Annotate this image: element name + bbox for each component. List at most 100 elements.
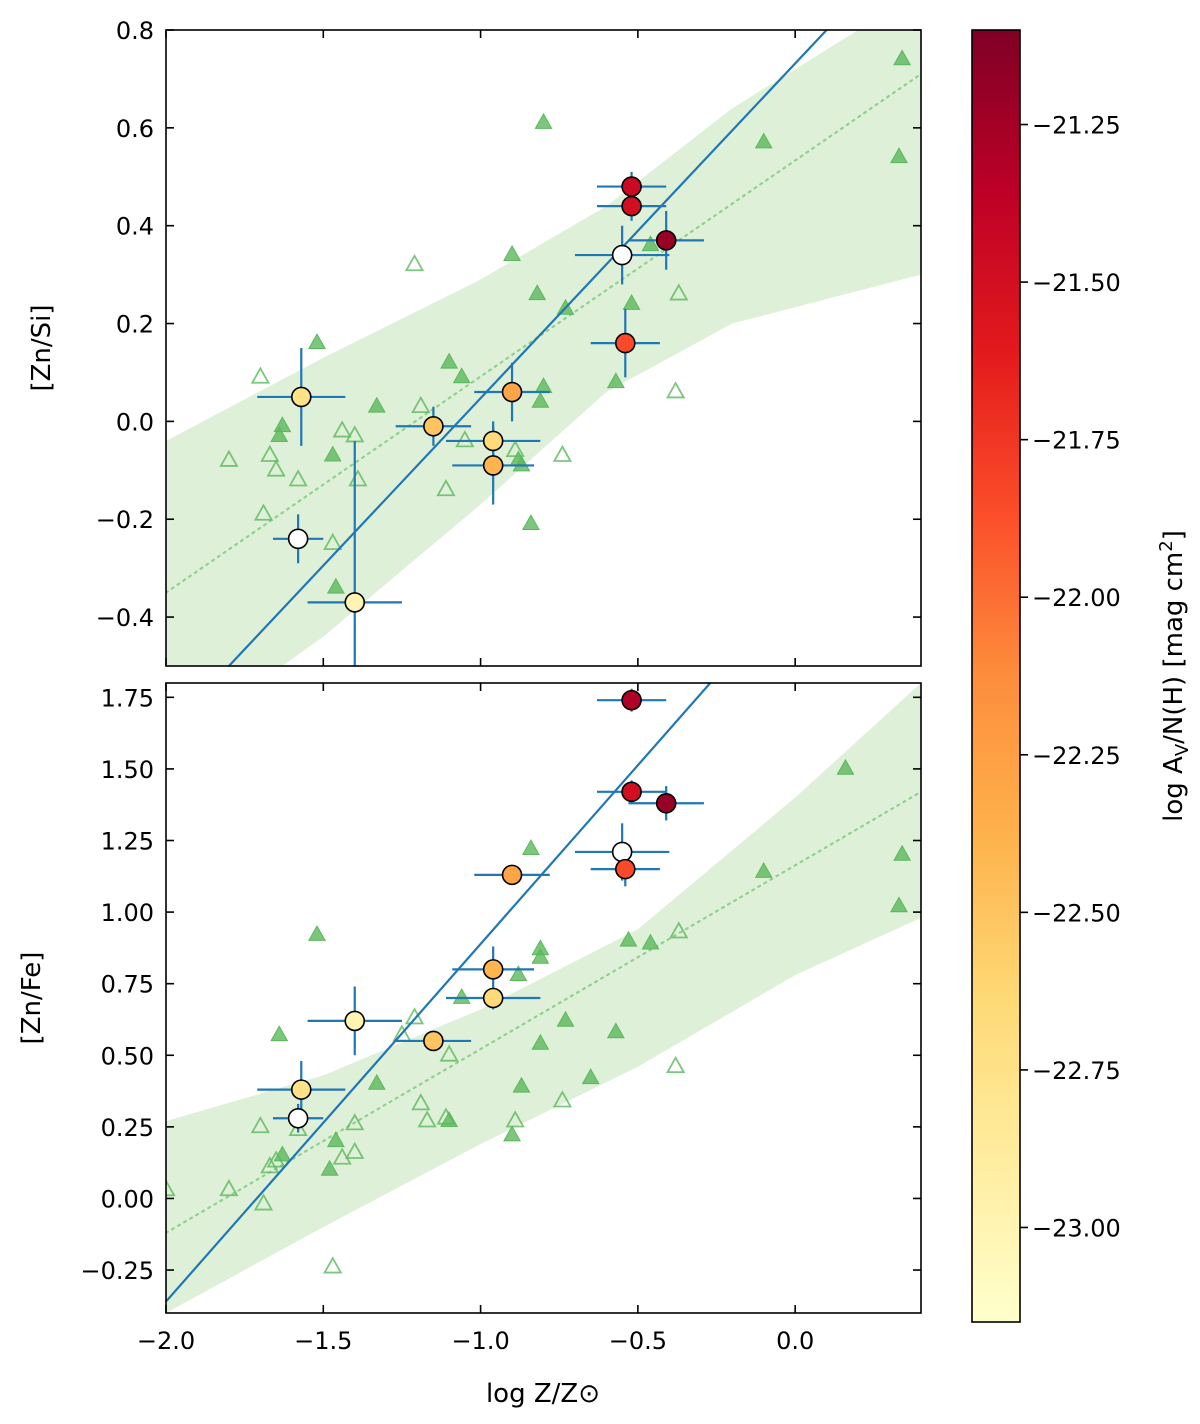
- comparison-filled-triangle: [893, 49, 912, 66]
- sample-point: [501, 864, 523, 886]
- y-tick-label: 0.8: [116, 17, 154, 45]
- comparison-filled-triangle: [452, 367, 471, 384]
- comparison-open-triangle: [260, 444, 280, 462]
- comparison-filled-triangle: [452, 987, 471, 1004]
- bottom-axes: −0.25 0.00 0.25 0.50 0.75 1.00 1.25 1.50 1.75 −2.…: [80, 683, 921, 1355]
- y-tick-label: −0.4: [96, 604, 154, 632]
- colorbar-label-prefix: log A: [1159, 756, 1189, 822]
- comparison-open-triangle: [417, 1110, 437, 1128]
- comparison-filled-triangle: [323, 445, 342, 462]
- sample-point: [655, 230, 677, 251]
- comparison-filled-triangle: [890, 896, 908, 913]
- comparison-filled-triangle: [367, 1073, 386, 1090]
- comparison-filled-triangle: [509, 965, 528, 981]
- colorbar-ticks: −21.25 −21.50 −21.75 −22.00 −22.25 −22.50 −22.…: [1020, 112, 1121, 1242]
- bottom-plot-frame: [165, 682, 922, 1314]
- colorbar-tick-label: −23.00: [1032, 1214, 1121, 1242]
- colorbar-label-mid: /N(H) [mag cm: [1159, 552, 1189, 744]
- comparison-open-triangle: [439, 1044, 459, 1062]
- top-comparison-points: [219, 49, 912, 594]
- comparison-open-triangle: [669, 283, 689, 301]
- comparison-filled-triangle: [534, 112, 553, 129]
- top-y-axis-label: [Zn/Si]: [27, 304, 57, 391]
- comparison-filled-triangle: [320, 1159, 339, 1176]
- top-plot-frame: [165, 29, 922, 667]
- comparison-filled-triangle: [836, 758, 855, 775]
- comparison-open-triangle: [323, 532, 343, 550]
- y-tick-label: 0.75: [101, 971, 154, 999]
- comparison-open-triangle: [436, 479, 456, 497]
- y-tick-label: 1.75: [101, 684, 154, 712]
- colorbar-label-suffix: ]: [1159, 530, 1189, 540]
- comparison-open-triangle: [166, 1179, 176, 1197]
- comparison-filled-triangle: [367, 396, 386, 413]
- comparison-open-triangle: [288, 469, 308, 487]
- comparison-open-triangle: [345, 1141, 365, 1159]
- comparison-filled-triangle: [556, 1010, 575, 1027]
- fit-line: [228, 30, 828, 666]
- colorbar-label: log AV/N(H) [mag cm2]: [1156, 530, 1193, 822]
- comparison-open-triangle: [253, 1193, 274, 1211]
- comparison-filled-triangle: [521, 839, 540, 855]
- comparison-open-triangle: [260, 1156, 280, 1174]
- comparison-filled-triangle: [273, 1145, 292, 1162]
- colorbar-frame: [971, 29, 1021, 1323]
- y-tick-label: 0.4: [116, 213, 154, 241]
- comparison-filled-triangle: [326, 577, 345, 594]
- comparison-filled-triangle: [326, 1131, 345, 1148]
- bottom-confidence-band: [166, 683, 921, 1313]
- sample-point: [423, 1030, 444, 1052]
- reference-fit-line: [166, 790, 921, 1234]
- comparison-open-triangle: [323, 1256, 343, 1274]
- y-tick-label: 1.00: [101, 899, 154, 927]
- y-tick-label: 0.25: [101, 1114, 154, 1142]
- sample-point: [290, 1079, 312, 1100]
- comparison-filled-triangle: [581, 1068, 600, 1085]
- comparison-open-triangle: [404, 1007, 425, 1025]
- comparison-filled-triangle: [893, 844, 912, 861]
- comparison-filled-triangle: [512, 1076, 531, 1093]
- y-tick-label: 0.6: [116, 115, 154, 143]
- y-tick-label: −0.2: [96, 506, 154, 534]
- reference-fit-line: [166, 72, 921, 594]
- bottom-comparison-points: [166, 758, 912, 1274]
- bottom-sample-points: [257, 688, 704, 1133]
- sample-point: [655, 792, 677, 814]
- sample-point: [344, 1010, 366, 1032]
- sample-point: [621, 689, 642, 711]
- sample-point: [287, 1107, 309, 1129]
- comparison-open-triangle: [288, 1118, 308, 1137]
- comparison-filled-triangle: [531, 391, 550, 408]
- x-tick-label: −0.5: [609, 1327, 667, 1355]
- top-sample-points: [257, 171, 704, 666]
- comparison-open-triangle: [250, 366, 271, 384]
- colorbar-label-sub: V: [1172, 743, 1193, 756]
- confidence-band-area: [166, 683, 921, 1313]
- comparison-filled-triangle: [270, 426, 289, 442]
- comparison-open-triangle: [404, 253, 425, 272]
- sample-point: [287, 528, 309, 550]
- y-tick-label: 0.0: [116, 408, 154, 436]
- comparison-filled-triangle: [440, 352, 459, 369]
- colorbar-gradient: [972, 30, 1020, 1322]
- bottom-reference-fit: [166, 790, 921, 1234]
- colorbar-tick-label: −21.50: [1032, 269, 1121, 297]
- fit-line: [166, 683, 712, 1303]
- colorbar-tick-label: −22.25: [1032, 742, 1121, 770]
- sample-point: [290, 386, 312, 408]
- bottom-y-axis-label: [Zn/Fe]: [17, 952, 47, 1045]
- colorbar-label-sup: 2: [1156, 540, 1177, 551]
- sample-point: [614, 858, 636, 880]
- comparison-filled-triangle: [622, 293, 641, 310]
- confidence-band-area: [166, 30, 921, 666]
- comparison-open-triangle: [266, 459, 286, 477]
- colorbar-tick-label: −21.25: [1032, 112, 1121, 140]
- x-tick-label: −1.0: [451, 1327, 509, 1355]
- comparison-filled-triangle: [641, 235, 660, 252]
- sample-point: [621, 176, 642, 197]
- comparison-open-triangle: [332, 1147, 352, 1165]
- colorbar-tick-label: −22.50: [1032, 899, 1121, 927]
- sample-point: [621, 195, 642, 217]
